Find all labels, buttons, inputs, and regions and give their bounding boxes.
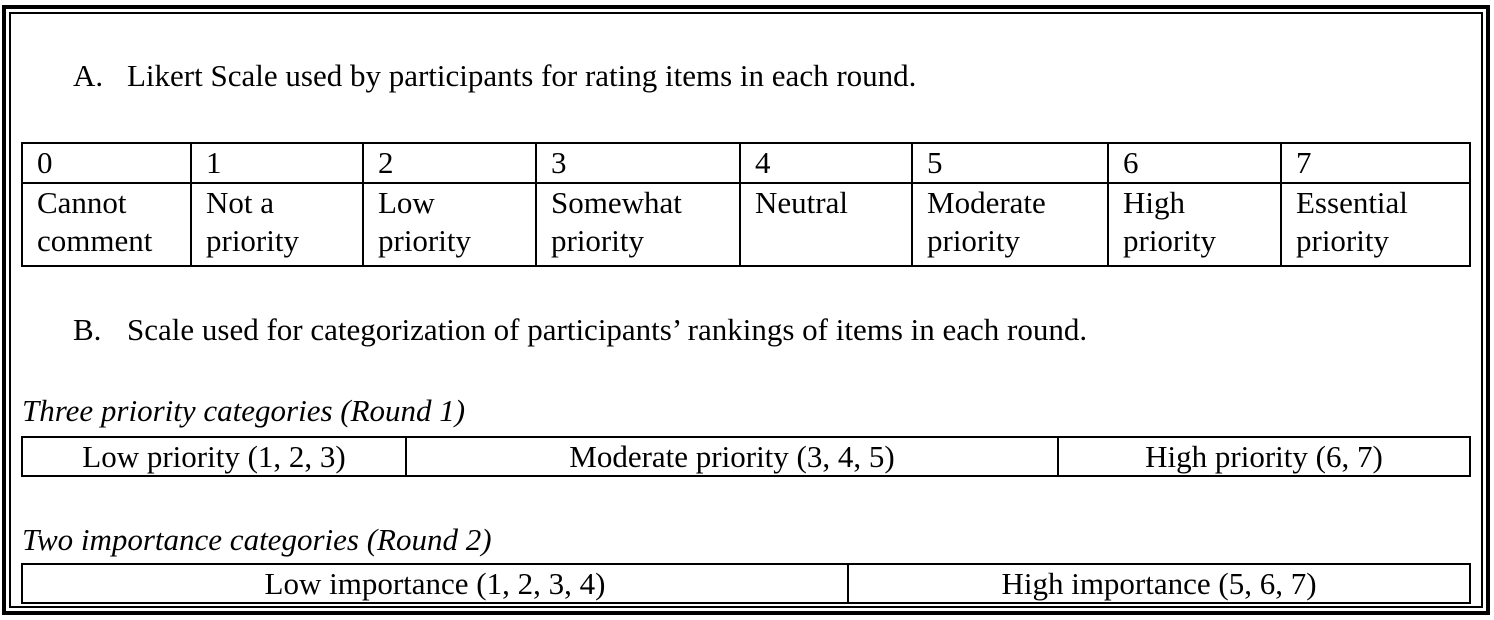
- scale-number: 5: [911, 142, 1109, 184]
- caption: Three priority categories (Round 1): [22, 393, 466, 428]
- category-cell: Low priority (1, 2, 3): [21, 436, 407, 477]
- section-a-heading: A. Likert Scale used by participants for …: [73, 58, 916, 94]
- section-label: A.: [73, 58, 104, 93]
- scale-text: Low priority: [362, 182, 537, 267]
- inner-frame: [9, 12, 1483, 608]
- round1-table: Low priority (1, 2, 3) Moderate priority …: [21, 436, 1471, 477]
- frame: [2, 5, 1490, 615]
- section-title: Likert Scale used by participants for ra…: [127, 58, 917, 93]
- scale-number: 3: [535, 142, 741, 184]
- section-label: B.: [73, 312, 102, 347]
- scale-number: 2: [362, 142, 537, 184]
- caption: Two importance categories (Round 2): [22, 522, 492, 557]
- category-cell: High priority (6, 7): [1057, 436, 1471, 477]
- section-b-heading: B. Scale used for categorization of parti…: [73, 312, 1087, 348]
- section-title: Scale used for categorization of partici…: [127, 312, 1088, 347]
- round2-table: Low importance (1, 2, 3, 4) High importan…: [21, 563, 1471, 604]
- scale-text: Essential priority: [1280, 182, 1471, 267]
- scale-number: 4: [739, 142, 913, 184]
- scale-number: 0: [21, 142, 192, 184]
- scale-number: 1: [190, 142, 364, 184]
- scale-text: Cannot comment: [21, 182, 192, 267]
- scale-number: 7: [1280, 142, 1471, 184]
- scale-text: High priority: [1107, 182, 1282, 267]
- category-cell: High importance (5, 6, 7): [847, 563, 1471, 604]
- scale-text: Moderate priority: [911, 182, 1109, 267]
- scale-text: Neutral: [739, 182, 913, 267]
- scale-text: Not a priority: [190, 182, 364, 267]
- scale-text: Somewhat priority: [535, 182, 741, 267]
- scale-number: 6: [1107, 142, 1282, 184]
- category-cell: Moderate priority (3, 4, 5): [405, 436, 1059, 477]
- category-cell: Low importance (1, 2, 3, 4): [21, 563, 849, 604]
